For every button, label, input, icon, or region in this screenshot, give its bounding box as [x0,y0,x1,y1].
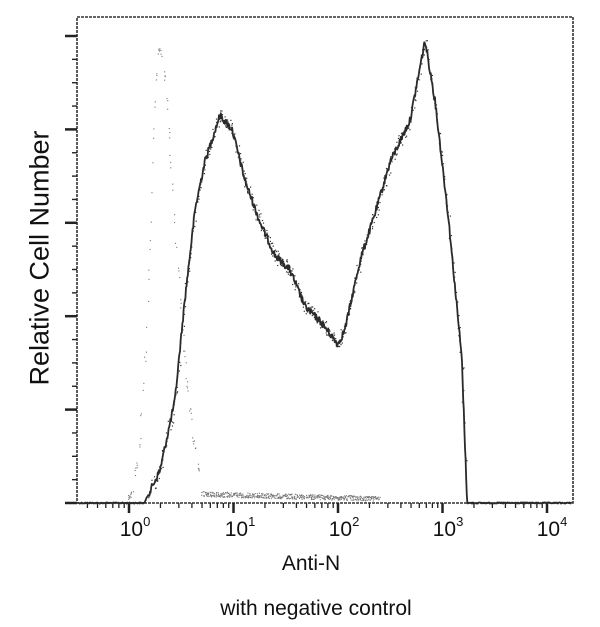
y-axis-label: Relative Cell Number [24,130,55,386]
x-tick-label: 104 [536,514,568,541]
x-axis-label: Anti-N [281,552,341,575]
x-tick-label: 100 [119,514,151,541]
x-tick-label: 101 [224,514,256,541]
anti-n-series [77,40,573,505]
chart-caption: with negative control [220,597,412,620]
x-tick-label: 103 [432,514,464,541]
negative-control-series [128,48,381,502]
x-tick-label: 102 [328,514,360,541]
y-axis-ticks [65,34,77,505]
x-axis-ticks [86,503,549,513]
plot-frame [76,16,574,504]
